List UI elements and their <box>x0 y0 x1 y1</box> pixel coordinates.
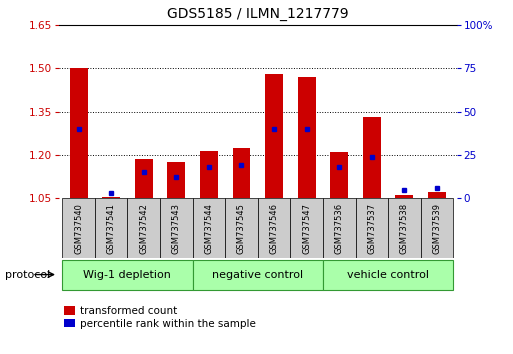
Text: GSM737538: GSM737538 <box>400 203 409 254</box>
Bar <box>102 197 120 198</box>
Text: GSM737547: GSM737547 <box>302 203 311 254</box>
Bar <box>160 198 192 258</box>
Bar <box>396 195 413 198</box>
Bar <box>258 198 290 258</box>
Bar <box>70 68 88 198</box>
Bar <box>62 198 95 258</box>
Text: GSM737539: GSM737539 <box>432 203 442 254</box>
Text: GSM737541: GSM737541 <box>107 203 115 254</box>
Bar <box>388 198 421 258</box>
Bar <box>290 198 323 258</box>
Bar <box>363 117 381 198</box>
Bar <box>127 198 160 258</box>
Text: GSM737536: GSM737536 <box>335 203 344 254</box>
Bar <box>265 74 283 198</box>
Text: GSM737542: GSM737542 <box>139 203 148 254</box>
Text: GSM737543: GSM737543 <box>172 203 181 254</box>
Bar <box>298 77 315 198</box>
Bar <box>225 198 258 258</box>
Text: protocol: protocol <box>5 269 50 280</box>
Bar <box>232 148 250 198</box>
Bar <box>62 260 192 290</box>
Bar <box>192 198 225 258</box>
Bar <box>135 159 153 198</box>
Text: negative control: negative control <box>212 269 303 280</box>
Text: GSM737545: GSM737545 <box>237 203 246 254</box>
Text: vehicle control: vehicle control <box>347 269 429 280</box>
Bar <box>192 260 323 290</box>
Title: GDS5185 / ILMN_1217779: GDS5185 / ILMN_1217779 <box>167 7 349 21</box>
Bar <box>421 198 453 258</box>
Text: GSM737537: GSM737537 <box>367 203 377 254</box>
Text: GSM737540: GSM737540 <box>74 203 83 254</box>
Bar <box>323 198 356 258</box>
Text: GSM737544: GSM737544 <box>204 203 213 254</box>
Bar <box>200 150 218 198</box>
Bar <box>330 152 348 198</box>
Bar <box>356 198 388 258</box>
Bar <box>95 198 127 258</box>
Legend: transformed count, percentile rank within the sample: transformed count, percentile rank withi… <box>64 306 255 329</box>
Bar <box>323 260 453 290</box>
Bar <box>428 193 446 198</box>
Text: GSM737546: GSM737546 <box>269 203 279 254</box>
Text: Wig-1 depletion: Wig-1 depletion <box>84 269 171 280</box>
Bar <box>167 162 185 198</box>
